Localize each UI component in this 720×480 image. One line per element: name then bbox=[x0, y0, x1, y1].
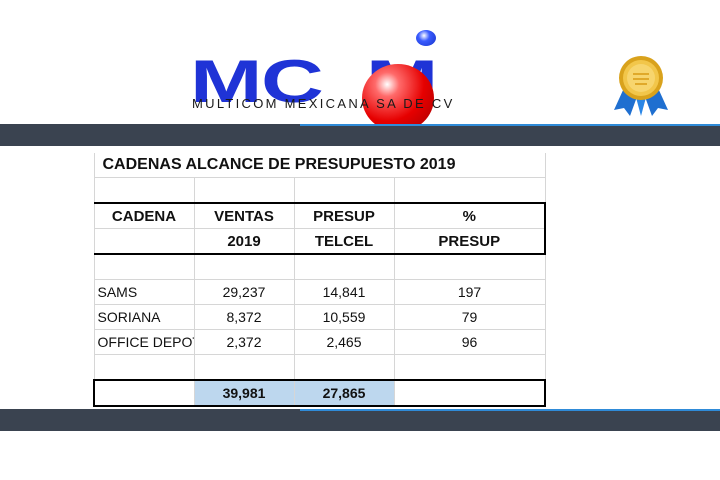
footer-bar-accent bbox=[300, 409, 720, 411]
header-cadena: CADENA bbox=[93, 202, 195, 229]
table-row: OFFICE DEPOT 2,372 2,465 96 bbox=[93, 329, 546, 355]
cell-cadena: SORIANA bbox=[93, 304, 195, 330]
logo-subtitle: MULTICOM MEXICANA SA DE CV bbox=[192, 96, 455, 111]
logo-red-ball-icon bbox=[362, 64, 434, 132]
total-presup: 27,865 bbox=[294, 379, 395, 407]
header-percent-presup: PRESUP bbox=[394, 228, 547, 255]
header-bar bbox=[0, 124, 720, 146]
header-percent: % bbox=[394, 202, 547, 229]
header-row-2: 2019 TELCEL PRESUP bbox=[93, 228, 547, 255]
budget-table: CADENAS ALCANCE DE PRESUPUESTO 2019 CADE… bbox=[93, 153, 547, 407]
logo-letters-left: MC bbox=[190, 48, 324, 115]
cell-cadena: OFFICE DEPOT bbox=[93, 329, 195, 355]
table-title: CADENAS ALCANCE DE PRESUPUESTO 2019 bbox=[93, 153, 546, 178]
header-presup: PRESUP bbox=[294, 202, 395, 229]
cell-ventas: 2,372 bbox=[194, 329, 295, 355]
header-row-1: CADENA VENTAS PRESUP % bbox=[93, 202, 547, 229]
cell-percent: 197 bbox=[394, 279, 546, 305]
cell-ventas: 29,237 bbox=[194, 279, 295, 305]
header2-cadena bbox=[93, 228, 195, 255]
header-ventas-year: 2019 bbox=[194, 228, 295, 255]
cell-presup: 2,465 bbox=[294, 329, 395, 355]
header-presup-telcel: TELCEL bbox=[294, 228, 395, 255]
header-bar-accent bbox=[300, 124, 720, 126]
cell-percent: 79 bbox=[394, 304, 546, 330]
table-row: SORIANA 8,372 10,559 79 bbox=[93, 304, 546, 330]
blank-row bbox=[93, 177, 546, 204]
award-rosette-icon bbox=[610, 54, 672, 118]
total-ventas: 39,981 bbox=[194, 379, 295, 407]
blank-row bbox=[93, 354, 546, 381]
title-row: CADENAS ALCANCE DE PRESUPUESTO 2019 bbox=[93, 153, 546, 178]
company-logo: MCM MULTICOM MEXICANA SA DE CV bbox=[190, 28, 530, 132]
table-row: SAMS 29,237 14,841 197 bbox=[93, 279, 546, 305]
logo-blue-dot-icon bbox=[416, 30, 436, 46]
budget-table-container: CADENAS ALCANCE DE PRESUPUESTO 2019 CADE… bbox=[93, 153, 547, 407]
total-row: 39,981 27,865 bbox=[93, 379, 547, 407]
cell-presup: 10,559 bbox=[294, 304, 395, 330]
blank-row bbox=[93, 254, 546, 280]
cell-percent: 96 bbox=[394, 329, 546, 355]
cell-cadena: SAMS bbox=[93, 279, 195, 305]
cell-presup: 14,841 bbox=[294, 279, 395, 305]
header-ventas: VENTAS bbox=[194, 202, 295, 229]
footer-bar bbox=[0, 409, 720, 431]
cell-ventas: 8,372 bbox=[194, 304, 295, 330]
